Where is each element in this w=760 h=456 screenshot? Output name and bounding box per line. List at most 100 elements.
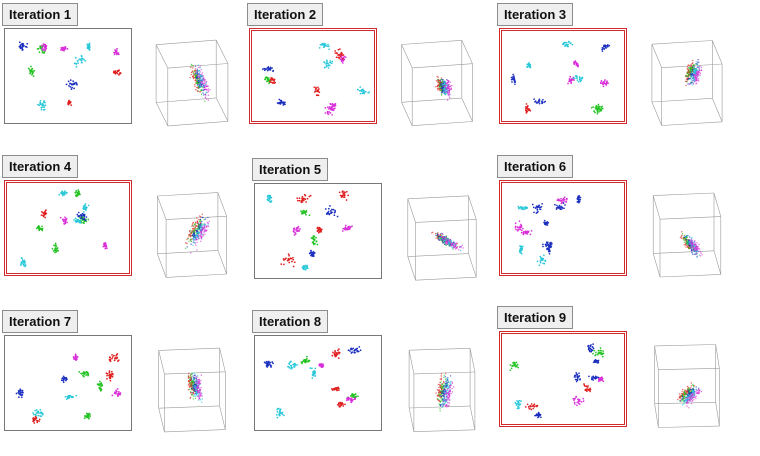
embedding-point <box>359 90 361 92</box>
cube-point <box>192 65 193 66</box>
cube-point <box>199 74 200 75</box>
iteration-1-scatter <box>5 29 131 123</box>
embedding-point <box>605 47 607 49</box>
embedding-point <box>592 349 594 351</box>
embedding-point <box>520 226 522 228</box>
cube-point <box>445 376 446 377</box>
embedding-point <box>516 400 518 402</box>
embedding-point <box>267 70 269 72</box>
cube-point <box>692 62 693 63</box>
cube-edge <box>157 196 166 220</box>
embedding-point <box>340 59 342 61</box>
cube-edge <box>159 350 165 374</box>
cube-point <box>196 249 197 250</box>
cube-point <box>208 88 209 89</box>
cube-edge <box>412 122 472 126</box>
cube-point <box>202 72 203 73</box>
embedding-point <box>42 51 44 53</box>
embedding-point <box>107 373 109 375</box>
embedding-point <box>84 60 86 62</box>
iteration-6-3d-embedding <box>635 175 739 291</box>
embedding-point <box>267 67 269 69</box>
embedding-point <box>598 106 600 108</box>
cube-point <box>692 244 693 245</box>
cube-point <box>689 236 690 237</box>
embedding-point <box>62 193 64 195</box>
cube-point <box>199 87 200 88</box>
embedding-point <box>276 414 278 416</box>
embedding-point <box>512 74 514 76</box>
cube-point <box>441 93 442 94</box>
embedding-point <box>532 408 534 410</box>
embedding-point <box>520 247 522 249</box>
embedding-point <box>43 43 45 45</box>
embedding-point <box>271 79 273 81</box>
embedding-point <box>579 403 581 405</box>
embedding-point <box>592 343 594 345</box>
embedding-point <box>573 77 575 79</box>
embedding-point <box>305 268 307 270</box>
embedding-point <box>65 396 67 398</box>
cube-point <box>437 82 438 83</box>
cube-point <box>700 73 701 74</box>
embedding-point <box>88 47 90 49</box>
embedding-point <box>266 361 268 363</box>
embedding-point <box>294 363 296 365</box>
embedding-point <box>574 402 576 404</box>
cube-point <box>204 94 205 95</box>
cube-point <box>444 86 445 87</box>
embedding-point <box>597 354 599 356</box>
cube-point <box>187 246 188 247</box>
cube-point <box>190 375 191 376</box>
cube-point <box>698 251 699 252</box>
embedding-point <box>289 367 291 369</box>
embedding-point <box>63 223 65 225</box>
cube-point <box>206 99 207 100</box>
embedding-point <box>602 47 604 49</box>
embedding-point <box>104 248 106 250</box>
cube-point <box>195 65 196 66</box>
cube-point <box>198 385 199 386</box>
embedding-point <box>338 357 340 359</box>
cube-point <box>698 67 699 68</box>
embedding-point <box>528 63 530 65</box>
cube-point <box>439 237 440 238</box>
cube-point <box>202 395 203 396</box>
cube-point <box>195 74 196 75</box>
cube-edge <box>469 254 477 278</box>
cube-point <box>192 373 193 374</box>
embedding-point <box>100 387 102 389</box>
embedding-point <box>530 409 532 411</box>
embedding-point <box>272 70 274 72</box>
embedding-point <box>82 375 84 377</box>
embedding-point <box>279 409 281 411</box>
embedding-point <box>566 199 568 201</box>
cube-point <box>442 233 443 234</box>
embedding-point <box>70 395 72 397</box>
embedding-point <box>33 422 35 424</box>
cube-point <box>687 70 688 71</box>
embedding-point <box>68 102 70 104</box>
embedding-point <box>344 192 346 194</box>
cube-point <box>201 232 202 233</box>
cube-point <box>203 224 204 225</box>
cube-point <box>442 236 443 237</box>
cube-point <box>686 239 687 240</box>
embedding-point <box>267 77 269 79</box>
embedding-point <box>16 393 18 395</box>
cube-point <box>680 237 681 238</box>
embedding-point <box>543 255 545 257</box>
cube-point <box>442 384 443 385</box>
cube-point <box>693 250 694 251</box>
cube-edge <box>408 196 469 199</box>
embedding-point <box>63 47 65 49</box>
cube-edge <box>714 193 721 217</box>
iteration-2-3d-embedding <box>385 23 489 139</box>
cube-point <box>193 379 194 380</box>
embedding-point <box>310 250 312 252</box>
cube-point <box>194 84 195 85</box>
embedding-point <box>68 397 70 399</box>
embedding-point <box>118 359 120 361</box>
embedding-point <box>509 369 511 371</box>
embedding-point <box>560 198 562 200</box>
